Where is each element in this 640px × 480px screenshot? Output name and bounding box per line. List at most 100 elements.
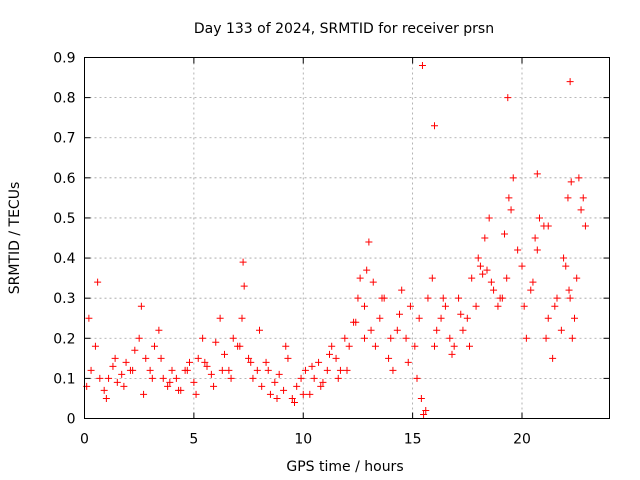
- y-tick-label: 0: [67, 412, 76, 428]
- y-axis: 0 0.1 0.2 0.3 0.4 0.5 0.6 0.7 0.8 0.9: [53, 51, 610, 428]
- data-point: [225, 366, 233, 374]
- data-point: [271, 378, 279, 386]
- data-point: [319, 378, 327, 386]
- data-point: [310, 374, 318, 382]
- x-tick-label: 10: [294, 432, 312, 448]
- data-point: [448, 350, 456, 358]
- data-point: [288, 394, 296, 402]
- data-point: [363, 266, 371, 274]
- data-point: [273, 394, 281, 402]
- data-point: [284, 354, 292, 362]
- data-point: [415, 314, 423, 322]
- data-point: [343, 366, 351, 374]
- data-point: [557, 326, 565, 334]
- data-point: [378, 294, 386, 302]
- data-point: [487, 278, 495, 286]
- data-point: [122, 358, 130, 366]
- data-point: [142, 354, 150, 362]
- data-point: [503, 274, 511, 282]
- data-point: [474, 254, 482, 262]
- data-point: [424, 294, 432, 302]
- data-point: [367, 326, 375, 334]
- data-point: [437, 314, 445, 322]
- data-point: [203, 362, 211, 370]
- data-point: [389, 366, 397, 374]
- data-point: [369, 278, 377, 286]
- data-point: [282, 342, 290, 350]
- data-point: [262, 358, 270, 366]
- data-point: [328, 342, 336, 350]
- data-point: [567, 178, 575, 186]
- data-point: [459, 326, 467, 334]
- data-point: [549, 354, 557, 362]
- data-point: [476, 262, 484, 270]
- data-point: [87, 366, 95, 374]
- data-point: [420, 410, 428, 418]
- data-point: [406, 302, 414, 310]
- data-point: [441, 302, 449, 310]
- data-point: [553, 294, 561, 302]
- y-tick-label: 0.5: [53, 211, 75, 227]
- data-point: [111, 354, 119, 362]
- data-point: [529, 278, 537, 286]
- data-point: [365, 238, 373, 246]
- data-point: [413, 374, 421, 382]
- data-point: [236, 342, 244, 350]
- data-point: [457, 310, 465, 318]
- data-point: [221, 350, 228, 358]
- data-point: [275, 370, 283, 378]
- data-point: [504, 94, 512, 102]
- y-tick-label: 0.3: [53, 291, 75, 307]
- data-point: [402, 334, 410, 342]
- data-point: [129, 366, 137, 374]
- data-point: [186, 358, 193, 366]
- data-point: [113, 378, 121, 386]
- data-point: [371, 342, 379, 350]
- data-point: [396, 310, 403, 318]
- data-point: [411, 342, 419, 350]
- data-point: [560, 254, 568, 262]
- data-point: [146, 366, 154, 374]
- data-point: [94, 278, 102, 286]
- data-point: [575, 174, 583, 182]
- data-point: [418, 62, 426, 70]
- data-point: [455, 294, 463, 302]
- data-point: [183, 366, 191, 374]
- data-point: [100, 386, 108, 394]
- data-point: [323, 366, 331, 374]
- data-point: [247, 358, 255, 366]
- data-point: [157, 354, 165, 362]
- x-tick-label: 5: [189, 432, 198, 448]
- data-point: [387, 334, 395, 342]
- data-point: [218, 366, 226, 374]
- data-point: [564, 194, 572, 202]
- data-point: [306, 390, 314, 398]
- data-point: [431, 342, 438, 350]
- data-point: [472, 302, 480, 310]
- data-point: [542, 334, 550, 342]
- data-point: [249, 374, 257, 382]
- data-point: [148, 374, 156, 382]
- data-point: [501, 230, 508, 238]
- data-point: [571, 314, 578, 322]
- data-point: [299, 390, 307, 398]
- data-point: [293, 382, 301, 390]
- data-point: [479, 270, 487, 278]
- data-point: [533, 170, 541, 178]
- data-point: [573, 274, 581, 282]
- data-point: [297, 374, 305, 382]
- data-point: [85, 314, 93, 322]
- data-point: [490, 286, 498, 294]
- data-point: [301, 366, 309, 374]
- data-point: [544, 314, 552, 322]
- plot-frame: [84, 57, 610, 419]
- data-point: [192, 390, 200, 398]
- data-point: [194, 354, 202, 362]
- data-point: [536, 214, 543, 222]
- y-tick-label: 0.8: [53, 91, 75, 107]
- data-point: [238, 314, 246, 322]
- data-point: [439, 294, 447, 302]
- data-point: [507, 206, 515, 214]
- data-point: [326, 350, 333, 358]
- data-point: [485, 214, 493, 222]
